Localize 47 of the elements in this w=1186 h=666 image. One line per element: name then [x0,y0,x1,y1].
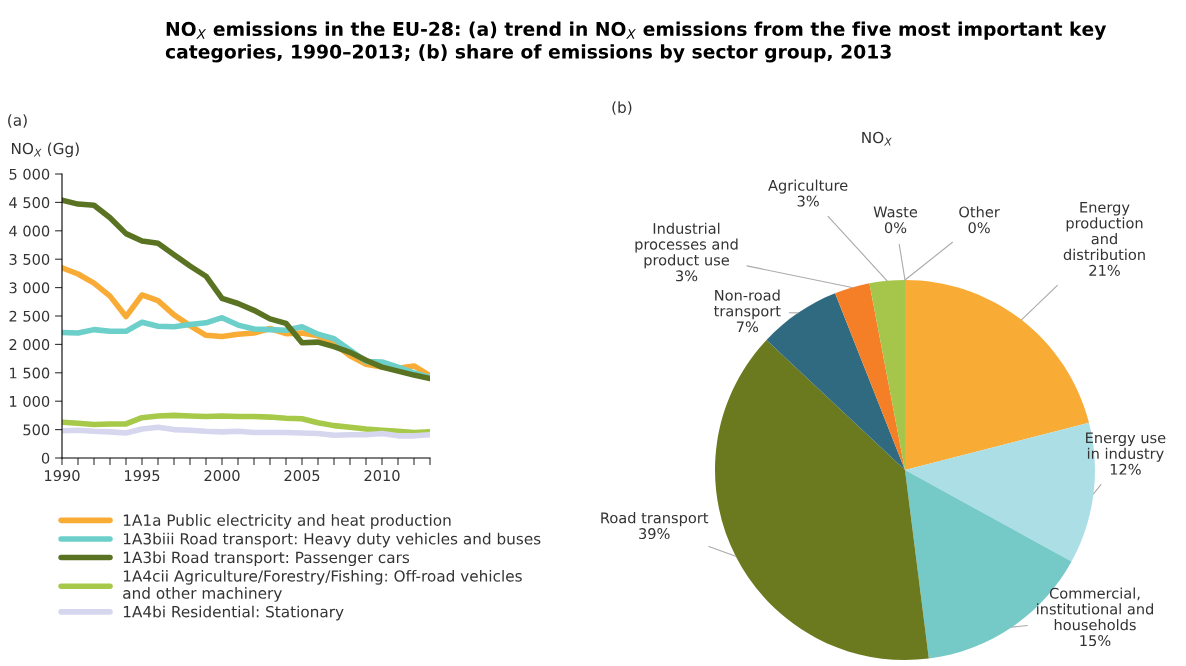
category-label: Waste [873,206,918,218]
legend-label: 1A1a Public electricity and heat production [123,514,451,529]
y-tick-label: 4 500 [9,197,50,209]
legend-label: 1A3biii Road transport: Heavy duty vehicles and buses [123,532,541,548]
slice-label: Energy use in industry [1086,432,1166,462]
slice-label: Road transport [601,512,709,527]
text: 0% [968,222,990,234]
pie-slice [835,283,905,470]
data-label: 39% [639,528,670,540]
x-tick-label: 2005 [284,470,320,482]
y-tick-label: 1 500 [10,367,50,379]
x-tick-label: 1990 [45,470,80,482]
y-tick-label: 0 [41,452,50,464]
legend-label: 1A4cii Agriculture/Forestry/Fishing: Off-road vehicles and other machinery [123,569,522,602]
slice-label: Commercial, institutional and households [1037,587,1153,631]
y-tick-label: 2 000 [9,339,50,351]
data-label: 7% [736,321,759,333]
data-label: 21% [1089,264,1120,276]
y-tick-label: 500 [23,424,50,436]
data-label: 3% [676,270,698,282]
pie-slice [869,280,905,470]
text: 0% [884,222,907,234]
text: (a) [8,114,27,128]
text: NO$_{X}$ emissions in the EU-28: (a) trend in NO$_{X}$ emissions from the five most important key categories, 1990–2013; (b) share of emissions by sector group, 2013 [165,21,1107,63]
y-tick-label: 3 500 [9,253,50,265]
y-tick-label: 4 000 [9,225,50,237]
y-tick-label: 1 000 [10,395,50,407]
chart-title: NO$_{X}$ [862,131,892,146]
slice-label: Energy production and distribution [1063,201,1145,261]
y-tick-label: 5 000 [9,168,50,180]
data-label: 3% [797,195,819,207]
x-tick-label: 1995 [125,470,160,482]
text: (b) [612,101,632,115]
y-tick-label: 3 000 [9,282,50,294]
data-label: 15% [1080,635,1111,647]
x-tick-label: 2010 [364,470,400,482]
pie-slice [715,339,929,660]
y-tick-label: 2 500 [9,310,50,322]
slice-label: Non-road transport [714,289,781,320]
slice-label: Agriculture [768,179,848,194]
x-tick-label: 2000 [204,470,240,482]
legend-label: 1A3bi Road transport: Passenger cars [123,551,410,567]
data-label: 12% [1110,463,1141,475]
category-label: Other [959,206,1000,218]
legend-label: 1A4bi Residential: Stationary [123,605,344,621]
y-axis-title: NO$_{X}$ (Gg) [11,142,79,158]
slice-label: Industrial processes and product use [635,222,738,269]
